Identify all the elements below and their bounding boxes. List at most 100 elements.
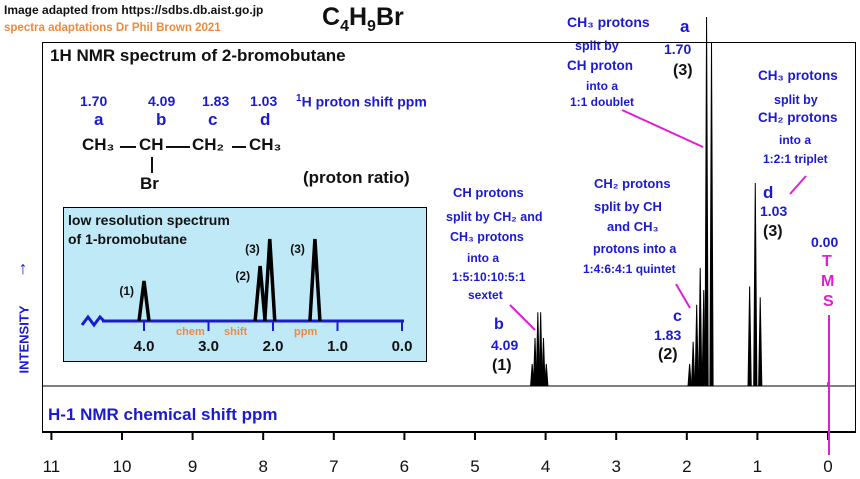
- ch-note-4: into a: [467, 251, 499, 265]
- x-tick-label: 4: [541, 457, 550, 476]
- ch2-note-1: CH₂ protons: [594, 176, 671, 191]
- y-axis-title: INTENSITY: [16, 305, 32, 374]
- ch3d-note-4: into a: [779, 133, 811, 147]
- inset-panel: low resolution spectrum of 1-bromobutane…: [63, 207, 427, 362]
- x-tick-label: 6: [400, 457, 409, 476]
- peak-b: [541, 338, 546, 387]
- peak-d: [747, 286, 752, 387]
- structure-ch2: CH₂: [192, 135, 225, 154]
- inset-tick-label: 4.0: [134, 338, 155, 355]
- ch2-note-4: protons into a: [593, 242, 677, 256]
- inset-peak: [137, 280, 151, 322]
- inset-tick-label: 0.0: [392, 338, 413, 355]
- proton-shift-sup: 1: [296, 93, 302, 104]
- peak-b: [544, 363, 549, 387]
- shift-2: 4.09: [148, 93, 176, 109]
- ch3a-note-2: split by: [575, 39, 619, 53]
- d-ratio: (3): [763, 223, 783, 240]
- a-letter: a: [680, 17, 690, 36]
- arrow-up-icon: ↑: [18, 258, 28, 278]
- x-tick-label: 10: [113, 457, 132, 476]
- shift-3: 1.83: [202, 93, 230, 109]
- structure-ch: CH: [139, 135, 164, 154]
- letter-b: b: [156, 110, 167, 129]
- letter-d: d: [260, 110, 271, 129]
- inset-axis-break: [80, 314, 106, 328]
- b-ratio: (1): [492, 357, 512, 374]
- inset-title-1: low resolution spectrum: [68, 212, 230, 228]
- tms-shift: 0.00: [811, 234, 839, 250]
- peak-a: [709, 42, 714, 387]
- c-shift: 1.83: [654, 327, 682, 343]
- peak-c: [691, 341, 696, 387]
- letter-c: c: [208, 110, 218, 129]
- formula-h: H: [348, 3, 368, 31]
- ch3a-note-1: CH₃ protons: [567, 14, 650, 30]
- x-axis-title: H-1 NMR chemical shift ppm: [48, 405, 278, 424]
- inset-peak-label: (3): [245, 242, 260, 256]
- ch2-note-5: 1:4:6:4:1 quintet: [583, 262, 676, 276]
- peak-c: [687, 363, 692, 387]
- bond-1: [120, 146, 136, 148]
- c-letter: c: [673, 308, 682, 325]
- shift-1: 1.70: [80, 93, 108, 109]
- peak-c: [694, 304, 699, 387]
- b-shift: 4.09: [491, 337, 519, 353]
- formula-br: Br: [375, 3, 404, 31]
- proton-shift-label: 1H proton shift ppm: [296, 93, 427, 110]
- peak-d: [758, 297, 763, 387]
- bond-br: [151, 157, 153, 173]
- structure-ch3-left: CH₃: [82, 135, 115, 154]
- ch3d-note-5: 1:2:1 triplet: [763, 152, 828, 166]
- pointer-c: [675, 283, 691, 309]
- molecular-formula: C4H9Br: [322, 3, 404, 36]
- ch-note-3: CH₃ protons: [450, 230, 524, 244]
- inset-chem-label: chem: [176, 326, 205, 338]
- inset-tick-label: 2.0: [263, 338, 284, 355]
- page-title: 1H NMR spectrum of 2-bromobutane: [50, 46, 346, 65]
- formula-c-sub: 4: [340, 18, 349, 35]
- credit-text: spectra adaptations Dr Phil Brown 2021: [4, 22, 221, 34]
- structure-br: Br: [140, 174, 159, 193]
- source-text: Image adapted from https://sdbs.db.aist.…: [4, 3, 264, 17]
- inset-peak: [263, 238, 277, 322]
- ch3d-note-3: CH₂ protons: [758, 110, 838, 125]
- ch-note-2: split by CH₂ and: [446, 210, 543, 224]
- letter-a: a: [94, 110, 104, 129]
- ch3a-note-3: CH proton: [567, 58, 633, 73]
- d-shift: 1.03: [760, 203, 788, 219]
- pointer-b: [509, 304, 536, 331]
- structure-ch3-right: CH₃: [249, 135, 282, 154]
- x-tick-label: 8: [258, 457, 267, 476]
- a-ratio: (3): [673, 62, 693, 79]
- inset-ppm-label: ppm: [294, 326, 317, 338]
- x-tick-label: 9: [188, 457, 197, 476]
- ch-note-6: sextet: [468, 288, 503, 302]
- ch3d-note-1: CH₃ protons: [758, 68, 838, 83]
- inset-shift-label: shift: [224, 326, 248, 338]
- peak-d: [753, 183, 758, 387]
- inset-peak: [253, 265, 267, 322]
- tms-t: T: [822, 253, 832, 270]
- shift-4: 1.03: [250, 93, 278, 109]
- inset-peak-label: (3): [290, 242, 305, 256]
- x-tick-label: 0: [823, 457, 832, 476]
- proton-shift-text: H proton shift ppm: [301, 93, 427, 110]
- inset-peak-label: (2): [235, 269, 250, 283]
- ch2-note-2: split by CH: [594, 199, 662, 214]
- x-tick-label: 2: [682, 457, 691, 476]
- proton-ratio-label: (proton ratio): [303, 168, 410, 187]
- x-tick-label: 11: [43, 457, 61, 476]
- inset-peak-label: (1): [119, 284, 134, 298]
- peak-b: [538, 312, 543, 387]
- peak-a: [704, 16, 709, 387]
- ch3a-note-4: into a: [586, 79, 618, 93]
- tms-m: M: [821, 273, 835, 290]
- ch2-note-3: and CH₃: [607, 219, 659, 234]
- bond-2: [166, 146, 190, 148]
- inset-peak: [308, 238, 322, 322]
- peak-b: [535, 312, 540, 387]
- ch-note-5: 1:5:10:10:5:1: [452, 270, 526, 284]
- formula-c: C: [322, 3, 341, 31]
